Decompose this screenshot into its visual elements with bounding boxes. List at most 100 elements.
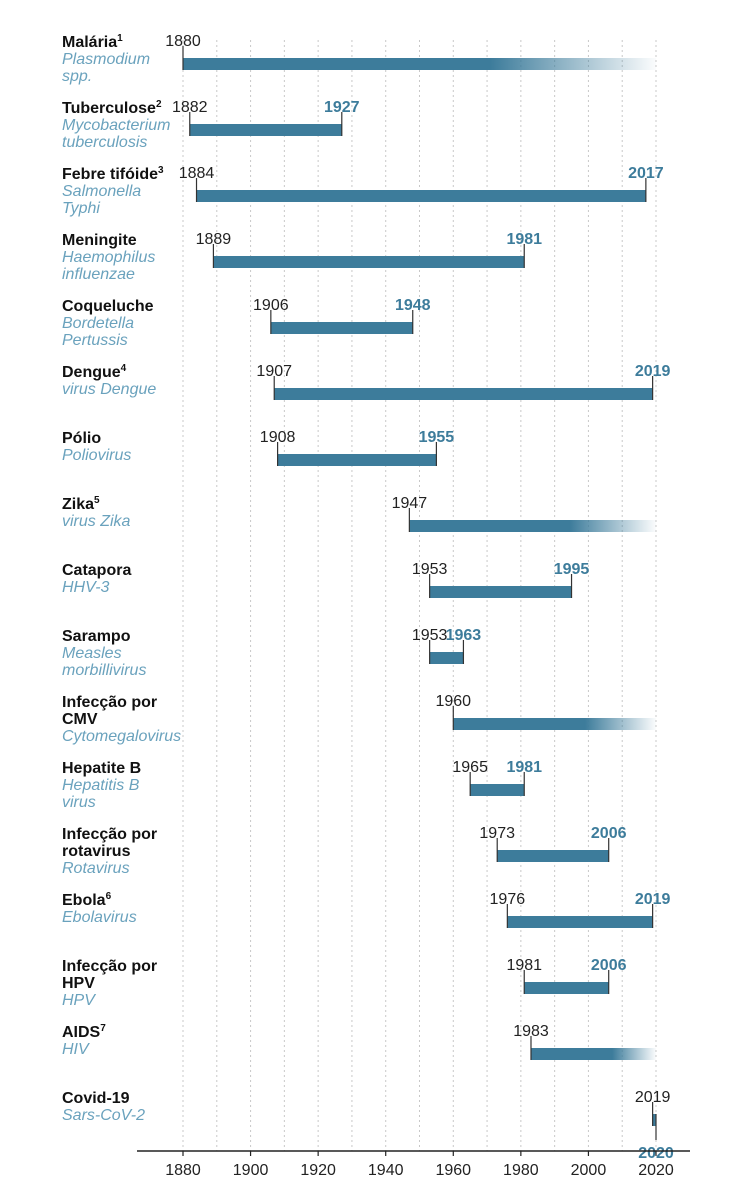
period-bar	[277, 454, 437, 466]
start-year-label: 1884	[179, 165, 215, 182]
end-year-label: 1955	[419, 429, 455, 446]
start-year-label: 1981	[506, 957, 542, 974]
period-bar	[429, 586, 572, 598]
disease-name: Ebola6	[62, 891, 112, 909]
end-year-label: 1981	[506, 759, 542, 776]
disease-name: rotavirus	[62, 843, 131, 860]
period-bar	[274, 388, 653, 400]
pathogen-name: Bordetella	[62, 315, 134, 332]
end-year-label: 1981	[506, 231, 542, 248]
footnote-mark: 6	[106, 891, 112, 902]
end-year-label: 2019	[635, 363, 671, 380]
start-year-label: 1953	[412, 561, 448, 578]
period-bar	[409, 520, 656, 532]
period-bar	[530, 1048, 656, 1060]
footnote-mark: 2	[156, 99, 162, 110]
disease-name: Infecção por	[62, 694, 157, 711]
pathogen-name: virus	[62, 794, 96, 811]
end-year-label: 2006	[591, 825, 627, 842]
pathogen-name: tuberculosis	[62, 134, 147, 151]
start-year-label: 1960	[435, 693, 471, 710]
pathogen-name: Poliovirus	[62, 447, 131, 464]
disease-name: Zika5	[62, 495, 100, 513]
end-year-label: 2019	[635, 891, 671, 908]
tick-label-2000: 2000	[571, 1162, 607, 1179]
footnote-mark: 3	[158, 165, 164, 176]
start-year-label: 1907	[256, 363, 292, 380]
pathogen-name: Measles	[62, 645, 122, 662]
pathogen-name: morbillivirus	[62, 662, 146, 679]
period-bar	[497, 850, 609, 862]
start-year-label: 2019	[635, 1089, 671, 1106]
pathogen-name: Typhi	[62, 200, 100, 217]
pathogen-name: Rotavirus	[62, 860, 130, 877]
tick-label-1900: 1900	[233, 1162, 269, 1179]
start-year-label: 1983	[513, 1023, 549, 1040]
pathogen-name: Sars-CoV-2	[62, 1107, 145, 1124]
end-year-label: 1927	[324, 99, 360, 116]
start-year-label: 1965	[452, 759, 488, 776]
start-year-label: 1947	[392, 495, 428, 512]
pathogen-name: HIV	[62, 1041, 90, 1058]
end-year-label: 1963	[446, 627, 482, 644]
start-year-label: 1889	[196, 231, 232, 248]
end-year-label: 2017	[628, 165, 664, 182]
disease-name: Dengue4	[62, 363, 127, 381]
tick-label-1920: 1920	[300, 1162, 336, 1179]
start-year-label: 1880	[165, 33, 201, 50]
tick-label-1880: 1880	[165, 1162, 201, 1179]
pathogen-name: Mycobacterium	[62, 117, 170, 134]
pathogen-name: HHV-3	[62, 579, 110, 596]
disease-name: Febre tifóide3	[62, 165, 164, 183]
disease-name: Meningite	[62, 232, 137, 249]
end-year-label: 2006	[591, 957, 627, 974]
period-bar	[270, 322, 413, 334]
disease-name: HPV	[62, 975, 95, 992]
disease-name: Infecção por	[62, 958, 157, 975]
disease-name: Sarampo	[62, 628, 131, 645]
disease-name: Coqueluche	[62, 298, 154, 315]
pathogen-name: Plasmodium	[62, 51, 150, 68]
period-bar	[183, 58, 656, 70]
end-year-label: 1948	[395, 297, 431, 314]
period-bar	[429, 652, 464, 664]
disease-name: AIDS7	[62, 1023, 106, 1041]
disease-name: Catapora	[62, 562, 131, 579]
start-year-label: 1976	[490, 891, 526, 908]
period-bar	[453, 718, 656, 730]
start-year-label: 1973	[479, 825, 515, 842]
period-bar	[196, 190, 646, 202]
period-bar	[213, 256, 525, 268]
start-year-label: 1906	[253, 297, 289, 314]
pathogen-name: Haemophilus	[62, 249, 155, 266]
grid-lines	[182, 40, 657, 1151]
footnote-mark: 5	[94, 495, 100, 506]
tick-label-1980: 1980	[503, 1162, 539, 1179]
tick-label-1940: 1940	[368, 1162, 404, 1179]
disease-name: Hepatite B	[62, 760, 141, 777]
disease-name: Pólio	[62, 430, 101, 447]
period-bar	[652, 1114, 656, 1126]
pathogen-name: virus Zika	[62, 513, 131, 530]
period-bar	[524, 982, 609, 994]
footnote-mark: 7	[100, 1023, 106, 1034]
tick-label-1960: 1960	[435, 1162, 471, 1179]
period-bar	[470, 784, 525, 796]
pathogen-name: Ebolavirus	[62, 909, 137, 926]
tick-label-2020: 2020	[638, 1162, 674, 1179]
